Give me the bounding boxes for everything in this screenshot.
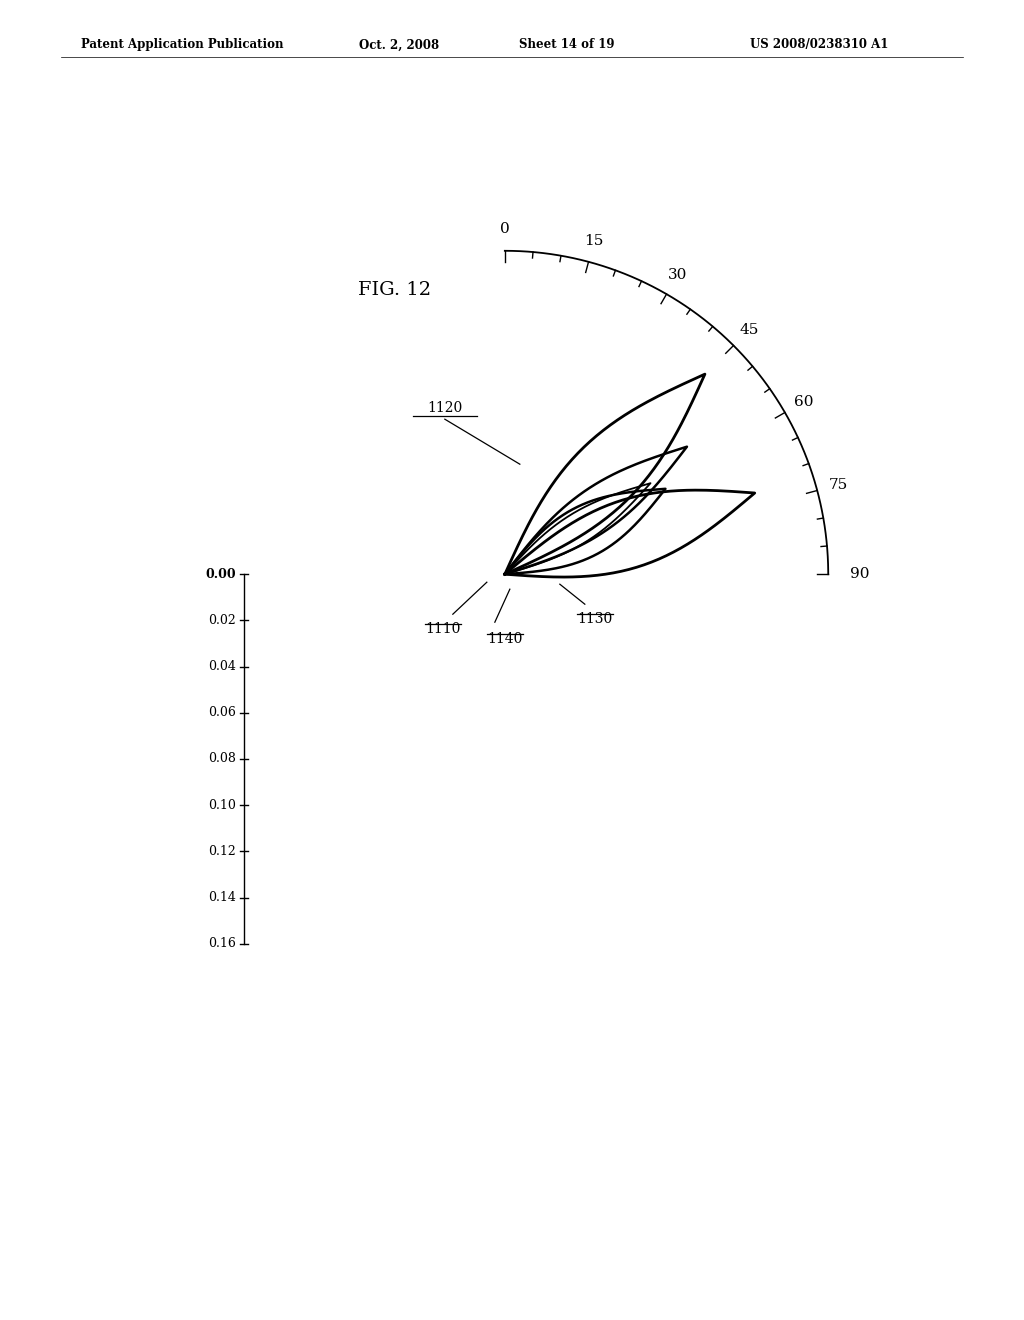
Text: 0.10: 0.10 xyxy=(208,799,236,812)
Text: 0.06: 0.06 xyxy=(208,706,236,719)
Text: 45: 45 xyxy=(739,323,759,337)
Text: 0.16: 0.16 xyxy=(208,937,236,950)
Text: 0.00: 0.00 xyxy=(205,568,236,581)
Text: 0.04: 0.04 xyxy=(208,660,236,673)
Text: Sheet 14 of 19: Sheet 14 of 19 xyxy=(518,38,614,51)
Text: 0.12: 0.12 xyxy=(208,845,236,858)
Text: Patent Application Publication: Patent Application Publication xyxy=(81,38,284,51)
Text: 1120: 1120 xyxy=(427,401,463,416)
Text: US 2008/0238310 A1: US 2008/0238310 A1 xyxy=(750,38,889,51)
Text: 90: 90 xyxy=(850,568,869,581)
Text: 0.08: 0.08 xyxy=(208,752,236,766)
Text: 1110: 1110 xyxy=(425,622,461,636)
Text: 0.14: 0.14 xyxy=(208,891,236,904)
Text: 0: 0 xyxy=(500,222,510,236)
Text: 75: 75 xyxy=(828,478,848,492)
Text: Oct. 2, 2008: Oct. 2, 2008 xyxy=(359,38,439,51)
Text: 30: 30 xyxy=(668,268,687,282)
Text: 1130: 1130 xyxy=(578,612,612,626)
Text: FIG. 12: FIG. 12 xyxy=(357,281,431,300)
Text: 15: 15 xyxy=(585,234,604,248)
Text: 60: 60 xyxy=(795,395,814,408)
Text: 1140: 1140 xyxy=(487,632,522,647)
Text: 0.02: 0.02 xyxy=(208,614,236,627)
